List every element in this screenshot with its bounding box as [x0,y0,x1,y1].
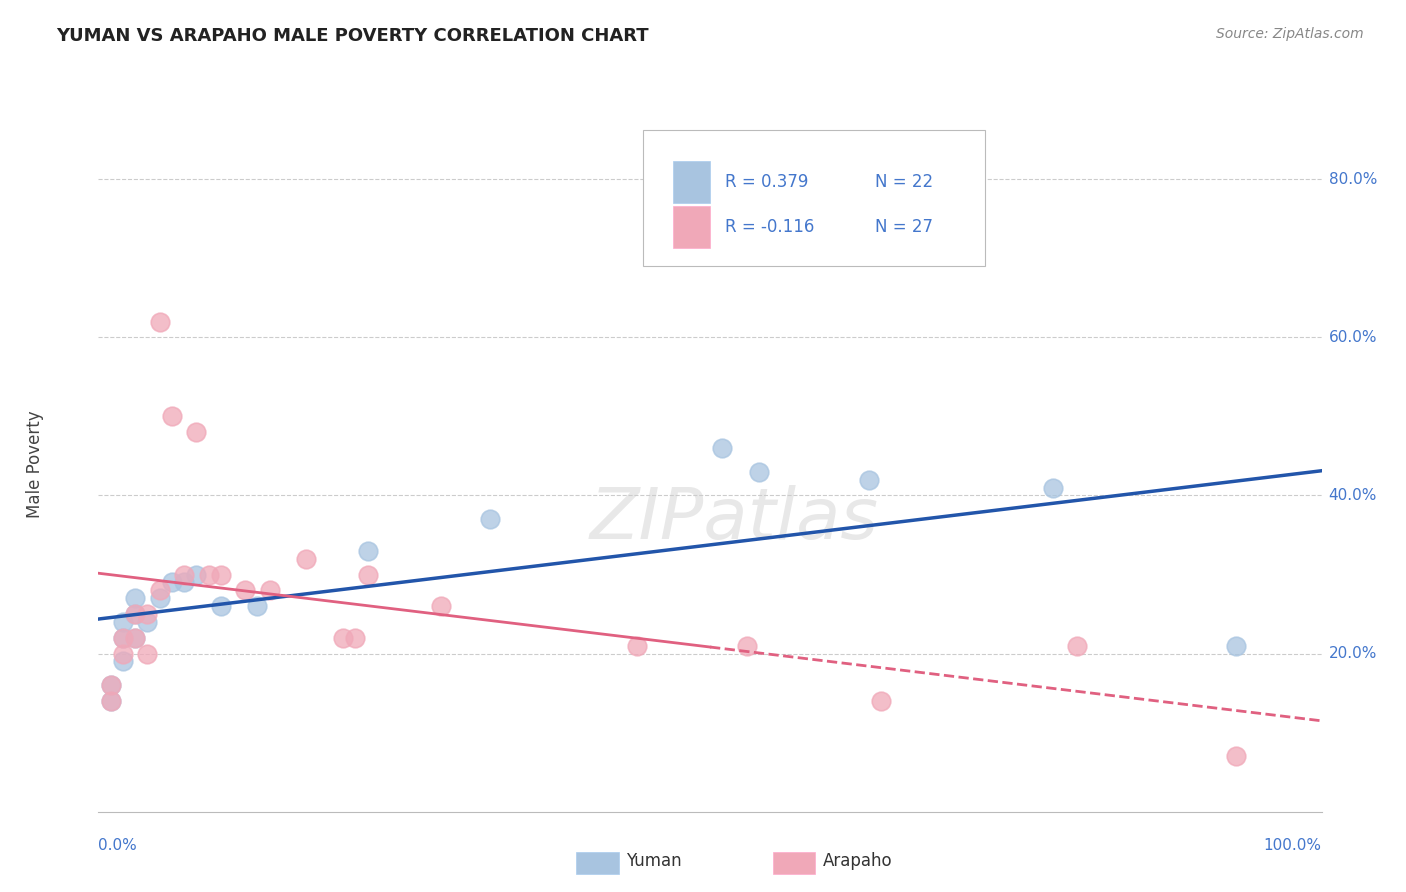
Point [124,607,146,621]
Text: YUMAN VS ARAPAHO MALE POVERTY CORRELATION CHART: YUMAN VS ARAPAHO MALE POVERTY CORRELATIO… [56,27,648,45]
Point [136,607,159,621]
Point [100,678,122,692]
Point [246,599,269,614]
Point [1042,481,1064,495]
Point [160,409,183,424]
Point [1225,639,1247,653]
Point [136,615,159,629]
Point [295,551,318,566]
FancyBboxPatch shape [673,206,710,248]
Point [735,639,758,653]
Text: N = 22: N = 22 [875,173,934,191]
Text: 20.0%: 20.0% [1329,646,1376,661]
Point [870,694,893,708]
Point [209,599,232,614]
Text: 80.0%: 80.0% [1329,172,1376,186]
Point [209,567,232,582]
Point [124,631,146,645]
Point [160,575,183,590]
Point [356,567,378,582]
Text: 60.0%: 60.0% [1329,330,1376,345]
Text: N = 27: N = 27 [875,219,934,236]
Point [124,607,146,621]
Text: Arapaho: Arapaho [823,852,893,870]
Text: 0.0%: 0.0% [98,838,138,854]
Text: ZIPatlas: ZIPatlas [591,485,879,554]
Point [111,655,134,669]
Point [111,631,134,645]
Point [430,599,453,614]
Point [149,591,172,606]
Point [124,591,146,606]
Text: R = 0.379: R = 0.379 [724,173,808,191]
Point [136,647,159,661]
Point [100,694,122,708]
Point [149,314,172,328]
Point [1066,639,1088,653]
Text: Male Poverty: Male Poverty [27,410,44,517]
Point [124,631,146,645]
Point [197,567,219,582]
FancyBboxPatch shape [643,130,986,266]
Point [100,694,122,708]
Point [233,583,256,598]
Point [100,678,122,692]
Point [478,512,501,526]
Point [111,647,134,661]
FancyBboxPatch shape [673,161,710,203]
Point [186,567,208,582]
Point [748,465,770,479]
Point [344,631,367,645]
Text: R = -0.116: R = -0.116 [724,219,814,236]
Point [711,441,734,455]
Point [356,543,378,558]
Point [173,575,195,590]
Point [186,425,208,440]
Point [111,631,134,645]
Point [259,583,281,598]
Point [149,583,172,598]
Point [1225,749,1247,764]
Point [332,631,354,645]
Point [626,639,648,653]
Text: Source: ZipAtlas.com: Source: ZipAtlas.com [1216,27,1364,41]
Text: 100.0%: 100.0% [1264,838,1322,854]
Text: 40.0%: 40.0% [1329,488,1376,503]
Point [858,473,880,487]
Text: Yuman: Yuman [626,852,682,870]
Point [111,615,134,629]
Point [173,567,195,582]
